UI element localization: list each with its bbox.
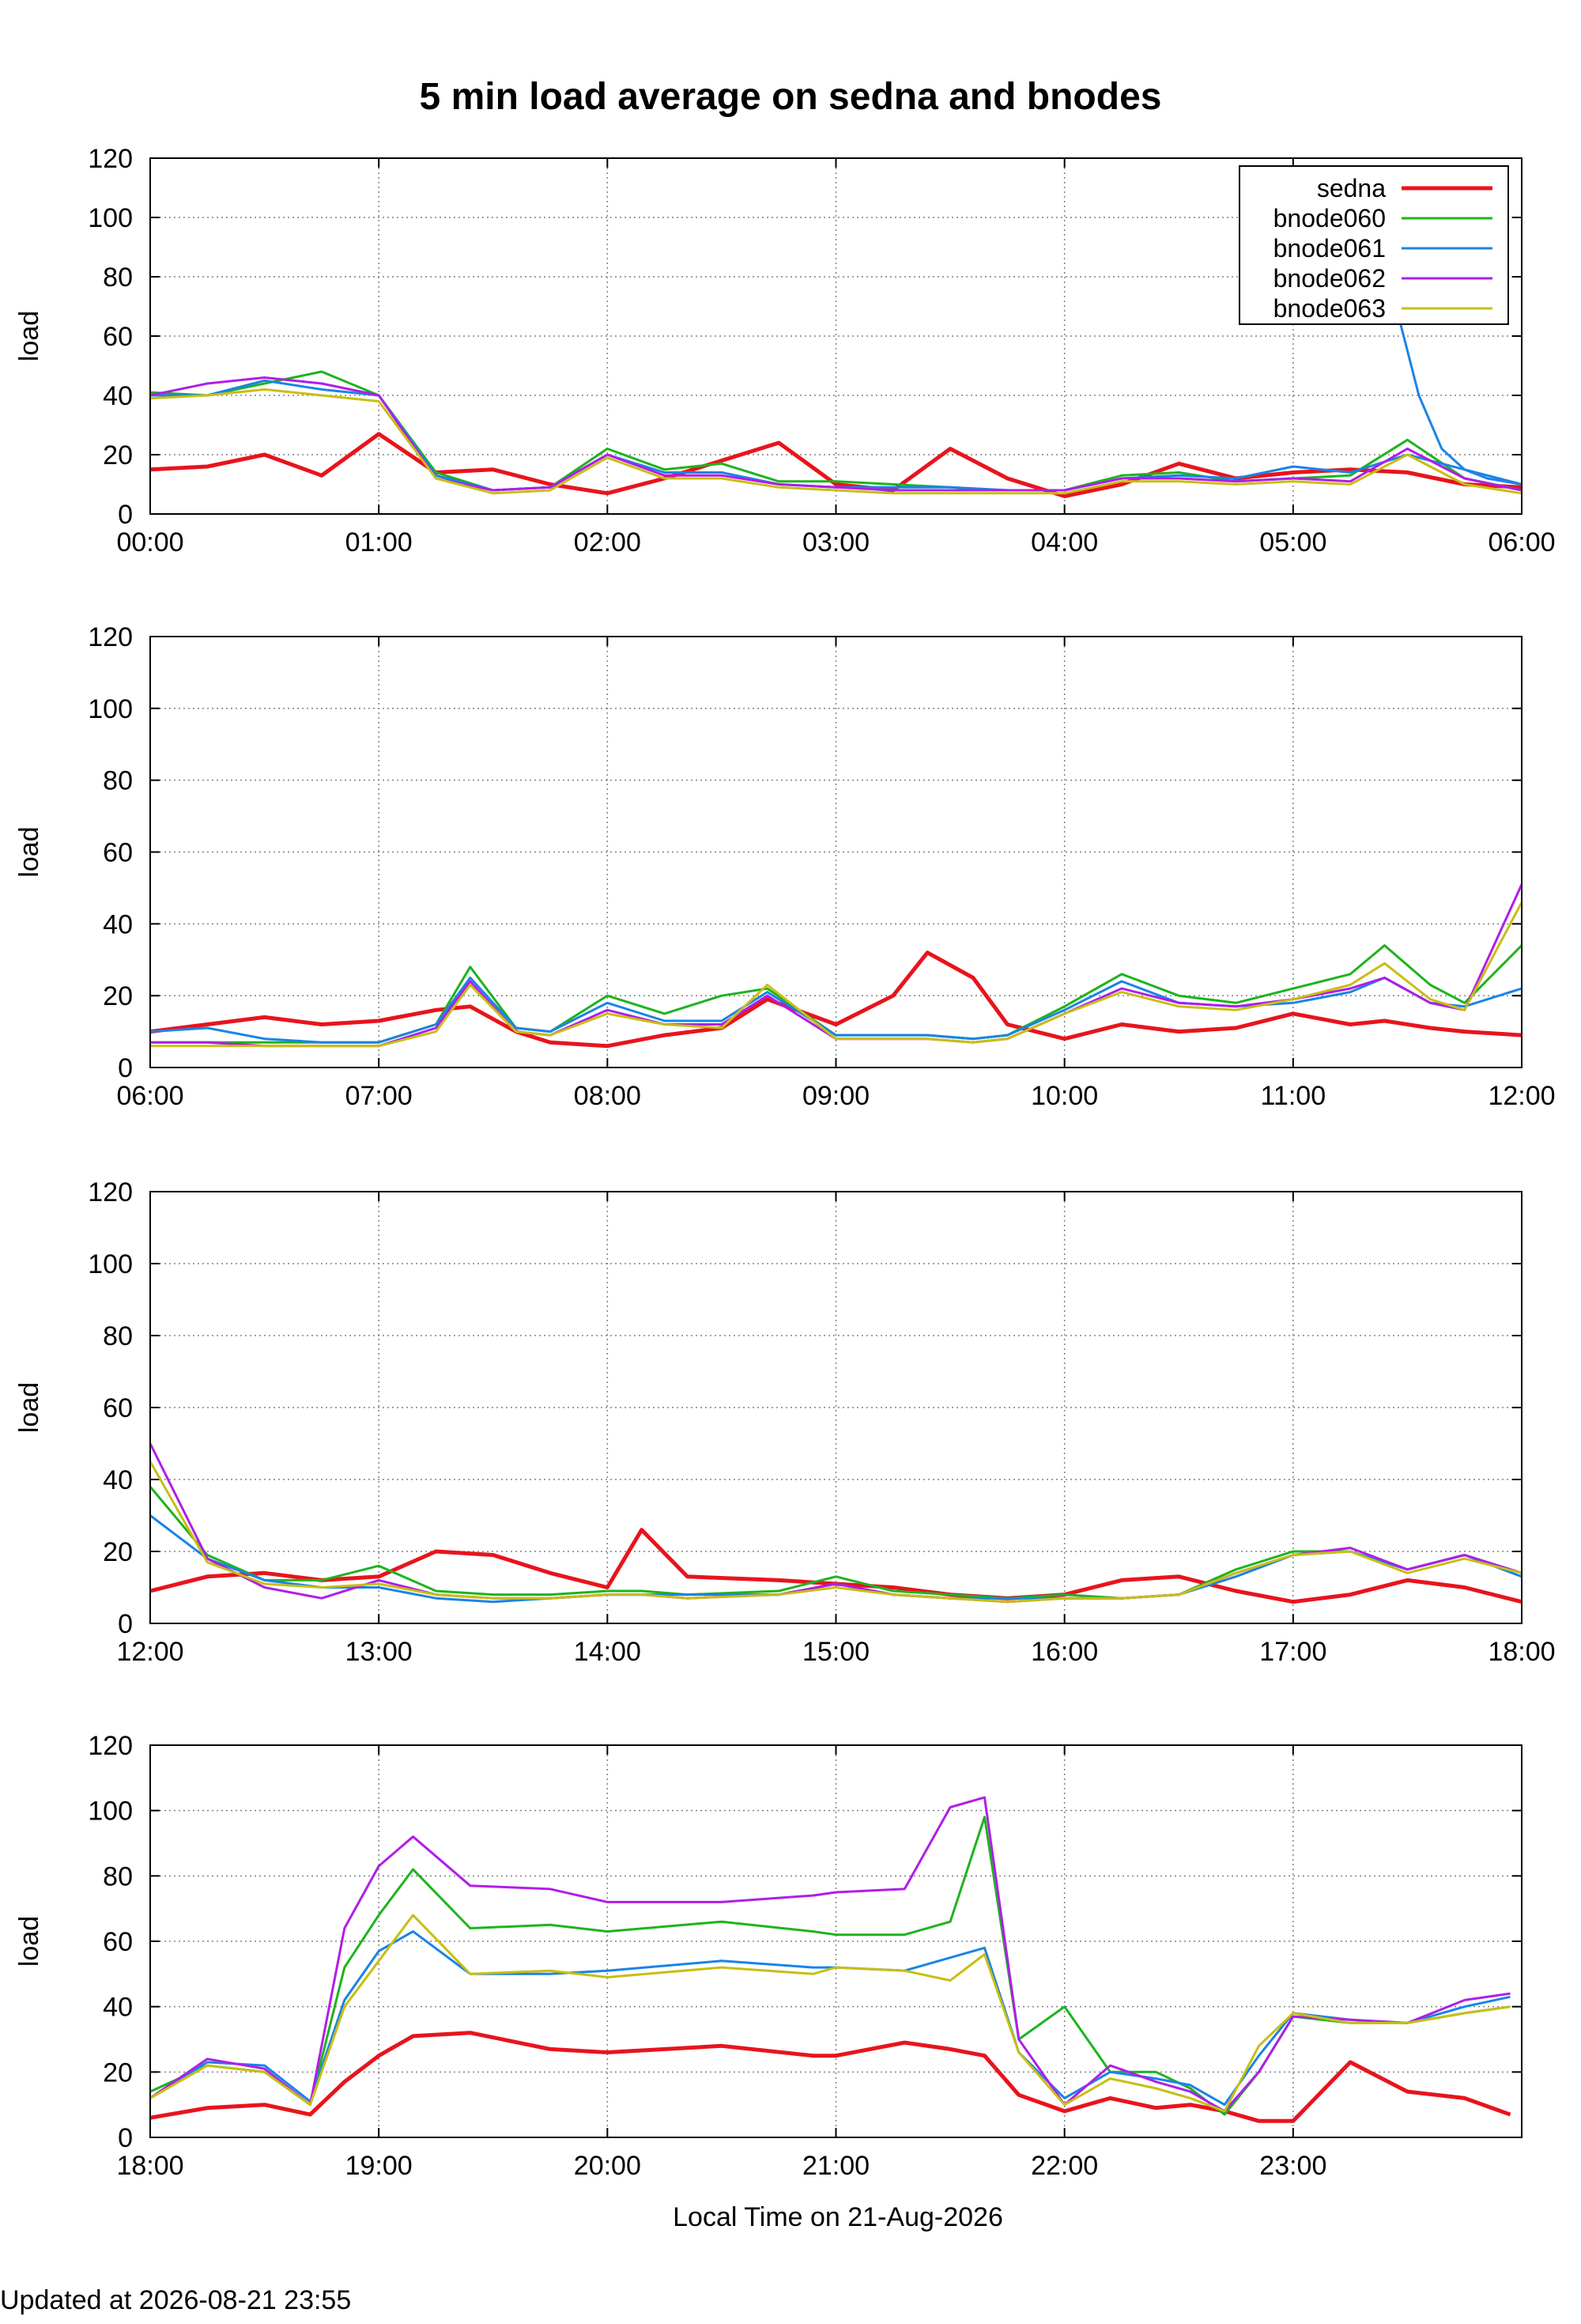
y-tick-label: 80 — [103, 1861, 133, 1891]
y-tick-label: 60 — [103, 1927, 133, 1957]
y-tick-label: 20 — [103, 440, 133, 470]
x-tick-label: 07:00 — [345, 1081, 413, 1111]
series-line-bnode060 — [149, 1486, 1523, 1600]
x-tick-label: 20:00 — [574, 2151, 641, 2181]
chart-panel-1: 0 20 40 60 80 100 120 00:00 01:00 02:00 03:00 04:00… — [14, 144, 1556, 557]
y-tick-label: 60 — [103, 1393, 133, 1423]
updated-timestamp: Updated at 2026-08-21 23:55 — [0, 2285, 352, 2315]
y-tick-label: 120 — [88, 144, 133, 174]
y-tick-label: 0 — [118, 500, 133, 530]
y-tick-label: 60 — [103, 838, 133, 868]
chart-panel-3: 0 20 40 60 80 100 120 12:00 13:00 14:00 15:00 16:00… — [14, 1177, 1556, 1667]
series-line-bnode061 — [150, 379, 1523, 492]
y-tick-label: 100 — [88, 694, 133, 724]
series-line-sedna — [149, 950, 1523, 1049]
legend-label-bnode063: bnode063 — [1273, 294, 1386, 323]
x-tick-label: 19:00 — [345, 2151, 413, 2181]
legend-label-bnode060: bnode060 — [1273, 204, 1386, 232]
x-tick-label: 04:00 — [1031, 527, 1098, 557]
x-tick-label: 02:00 — [574, 527, 641, 557]
y-tick-label: 100 — [88, 1249, 133, 1279]
y-axis-label: load — [14, 311, 44, 361]
y-axis-label: load — [14, 826, 44, 877]
y-axis-label: load — [14, 1382, 44, 1433]
series-line-bnode061-spike — [1394, 306, 1523, 486]
x-tick-label: 18:00 — [1488, 1637, 1555, 1667]
x-tick-label: 00:00 — [116, 527, 183, 557]
y-tick-label: 80 — [103, 766, 133, 796]
x-tick-label: 23:00 — [1259, 2151, 1326, 2181]
legend-box — [1239, 165, 1509, 325]
y-tick-label: 0 — [118, 1053, 133, 1083]
series-line-bnode062 — [149, 1796, 1511, 2113]
x-tick-label: 10:00 — [1031, 1081, 1098, 1111]
series-line-bnode060 — [149, 1816, 1511, 2116]
y-tick-label: 0 — [118, 2123, 133, 2153]
x-tick-label: 15:00 — [802, 1637, 870, 1667]
x-tick-label: 01:00 — [345, 527, 413, 557]
x-tick-label: 12:00 — [116, 1637, 183, 1667]
legend-label-sedna: sedna — [1317, 174, 1386, 202]
y-tick-label: 40 — [103, 1993, 133, 2023]
x-tick-label: 06:00 — [116, 1081, 183, 1111]
x-tick-label: 09:00 — [802, 1081, 870, 1111]
x-tick-label: 05:00 — [1259, 527, 1326, 557]
series-line-bnode061 — [149, 1514, 1523, 1604]
legend-label-bnode062: bnode062 — [1273, 264, 1386, 293]
x-tick-label: 22:00 — [1031, 2151, 1098, 2181]
chart-panel-4: 0 20 40 60 80 100 120 18:00 19:00 20:00 21:00 22:00… — [14, 1731, 1523, 2181]
y-tick-label: 120 — [88, 622, 133, 652]
series-line-bnode061 — [149, 1930, 1511, 2107]
y-tick-label: 60 — [103, 322, 133, 352]
y-tick-label: 80 — [103, 1321, 133, 1351]
x-tick-label: 16:00 — [1031, 1637, 1098, 1667]
y-tick-label: 40 — [103, 381, 133, 411]
series-line-sedna — [149, 2031, 1511, 2123]
y-tick-label: 80 — [103, 263, 133, 293]
x-tick-label: 11:00 — [1261, 1081, 1326, 1111]
y-tick-label: 20 — [103, 981, 133, 1011]
y-tick-label: 20 — [103, 1537, 133, 1567]
y-tick-label: 0 — [118, 1609, 133, 1639]
plot-frame — [149, 1191, 1523, 1624]
y-tick-label: 120 — [88, 1731, 133, 1761]
y-tick-label: 120 — [88, 1177, 133, 1207]
chart-title: 5 min load average on sedna and bnodes — [419, 76, 1162, 118]
y-tick-label: 20 — [103, 2058, 133, 2088]
x-tick-label: 12:00 — [1488, 1081, 1555, 1111]
x-tick-label: 18:00 — [116, 2151, 183, 2181]
series-line-bnode063 — [149, 1914, 1511, 2113]
plot-frame — [149, 157, 1523, 515]
chart-panel-2: 0 20 40 60 80 100 120 06:00 07:00 08:00 09:00 10:00… — [14, 622, 1556, 1111]
x-tick-label: 06:00 — [1488, 527, 1555, 557]
y-tick-label: 40 — [103, 1465, 133, 1495]
x-tick-label: 14:00 — [574, 1637, 641, 1667]
x-tick-label: 17:00 — [1259, 1637, 1326, 1667]
y-tick-label: 100 — [88, 1797, 133, 1827]
x-axis-label: Local Time on 21-Aug-2026 — [673, 2202, 1003, 2232]
x-tick-label: 13:00 — [345, 1637, 413, 1667]
y-tick-label: 40 — [103, 909, 133, 939]
plot-frame — [149, 1744, 1523, 2138]
x-tick-label: 03:00 — [802, 527, 870, 557]
y-axis-label: load — [14, 1916, 44, 1967]
x-tick-label: 08:00 — [574, 1081, 641, 1111]
series-line-bnode061 — [149, 977, 1523, 1044]
legend-label-bnode061: bnode061 — [1273, 234, 1386, 263]
series-line-bnode062 — [149, 376, 1523, 492]
series-line-bnode063 — [150, 901, 1523, 1048]
plot-frame — [149, 636, 1523, 1068]
x-tick-label: 21:00 — [802, 2151, 870, 2181]
y-tick-label: 100 — [88, 203, 133, 233]
chart-panels: 0 20 40 60 80 100 120 00:00 01:00 02:00 03:00 04:00… — [14, 144, 1556, 2181]
